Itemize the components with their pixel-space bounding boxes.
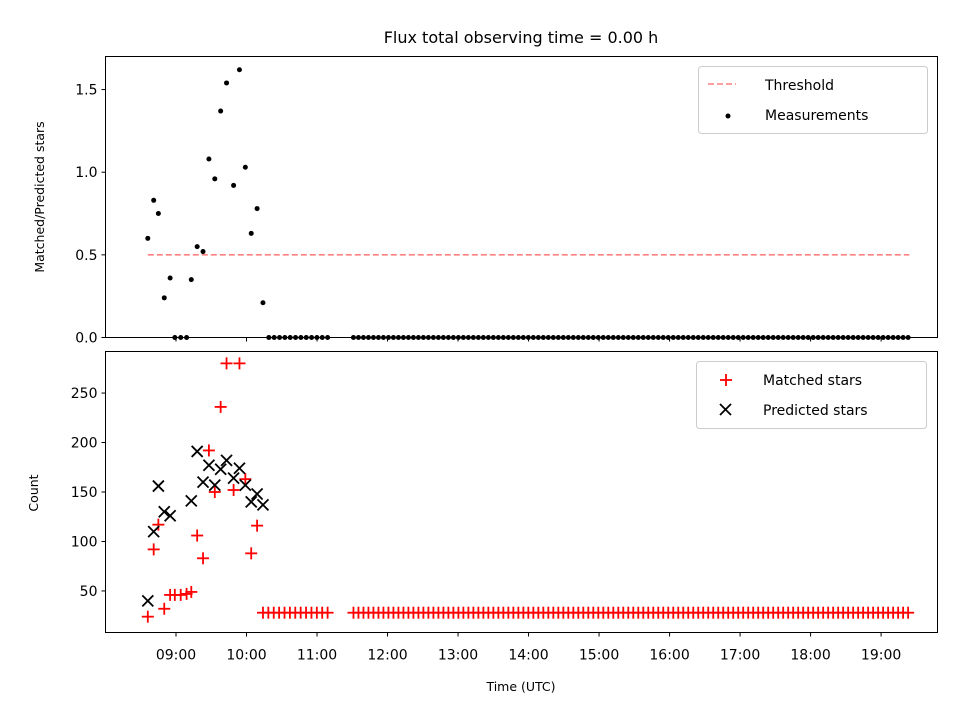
bottom-y-tick-label: 200 bbox=[71, 436, 98, 452]
measurement-point bbox=[224, 80, 230, 86]
bottom-y-tick-label: 100 bbox=[71, 534, 98, 550]
measurement-point bbox=[206, 156, 212, 162]
matched-star-point bbox=[321, 606, 334, 619]
top-legend: Threshold Measurements bbox=[698, 66, 928, 134]
matched-star-point bbox=[214, 400, 227, 413]
predicted-star-point bbox=[191, 445, 204, 458]
measurement-point bbox=[260, 300, 266, 306]
bottom-y-tick-label: 150 bbox=[71, 485, 98, 501]
figure-title: Flux total observing time = 0.00 h bbox=[384, 28, 659, 47]
matched-star-point bbox=[202, 444, 215, 457]
predicted-star-point bbox=[147, 525, 160, 538]
measurement-point bbox=[194, 244, 200, 250]
x-tick-label: 11:00 bbox=[297, 648, 337, 664]
predicted-legend-marker bbox=[719, 403, 732, 416]
matched-star-point bbox=[158, 602, 171, 615]
matched-star-point bbox=[208, 486, 221, 498]
top-y-tick-label: 1.5 bbox=[75, 83, 97, 99]
top-y-axis-label: Matched/Predicted stars bbox=[32, 121, 47, 272]
top-legend-box bbox=[698, 66, 928, 134]
matched-star-point bbox=[227, 484, 240, 497]
matched-star-point bbox=[185, 585, 198, 598]
top-x-ticks bbox=[175, 337, 882, 342]
measurement-point bbox=[200, 249, 206, 255]
measurement-point bbox=[231, 182, 237, 188]
measurement-point bbox=[161, 295, 167, 301]
predicted-star-point bbox=[196, 475, 210, 489]
predicted-star-point bbox=[141, 594, 154, 607]
matched-star-point bbox=[245, 547, 258, 560]
matched-star-point bbox=[141, 610, 154, 623]
predicted-star-point bbox=[214, 463, 227, 476]
top-y-ticks: 0.0 0.5 1.0 1.5 bbox=[75, 83, 106, 347]
x-tick-label: 14:00 bbox=[508, 648, 548, 664]
top-y-tick-label: 1.0 bbox=[75, 165, 97, 181]
x-tick-label: 09:00 bbox=[156, 648, 196, 664]
matched-star-point bbox=[220, 357, 233, 370]
matched-star-point bbox=[147, 543, 160, 556]
measurement-point bbox=[155, 211, 161, 217]
matched-star-point bbox=[191, 529, 204, 542]
x-tick-label: 18:00 bbox=[790, 648, 830, 664]
matched-star-point bbox=[152, 518, 165, 531]
measurement-point bbox=[218, 108, 224, 114]
x-tick-label: 12:00 bbox=[367, 648, 407, 664]
measurement-point bbox=[242, 164, 248, 170]
bottom-y-axis-label: Count bbox=[26, 474, 41, 511]
predicted-star-point bbox=[152, 479, 165, 493]
matched-star-point bbox=[239, 473, 252, 486]
predicted-star-point bbox=[239, 478, 252, 492]
matched-legend-marker bbox=[720, 374, 732, 386]
predicted-legend-label: Predicted stars bbox=[763, 403, 868, 419]
predicted-star-point bbox=[208, 478, 221, 492]
top-plot-frame bbox=[105, 56, 938, 338]
matched-star-point bbox=[197, 552, 210, 565]
bottom-legend-box bbox=[696, 361, 927, 429]
bottom-y-tick-label: 250 bbox=[71, 386, 98, 402]
predicted-star-point bbox=[227, 472, 240, 485]
measurement-point bbox=[254, 206, 260, 212]
predicted-star-point bbox=[185, 494, 198, 508]
x-tick-label: 10:00 bbox=[226, 648, 266, 664]
matched-star-point bbox=[902, 606, 915, 619]
threshold-legend-label: Threshold bbox=[764, 78, 834, 94]
measurement-point bbox=[248, 230, 254, 236]
bottom-plot-area bbox=[141, 357, 915, 623]
x-tick-label: 13:00 bbox=[438, 648, 478, 664]
bottom-panel: Count Time (UTC) 50 100 150 200 250 09:00 10:… bbox=[26, 351, 938, 694]
bottom-legend: Matched stars Predicted stars bbox=[696, 361, 927, 429]
measurement-point bbox=[145, 235, 151, 241]
top-panel: Matched/Predicted stars 0.0 0.5 1.0 1.5 Thr… bbox=[32, 56, 938, 347]
top-y-tick-label: 0.5 bbox=[75, 248, 97, 264]
predicted-star-point bbox=[256, 498, 270, 511]
predicted-star-point bbox=[158, 505, 171, 518]
measurements-legend-marker bbox=[725, 113, 731, 119]
matched-legend-label: Matched stars bbox=[763, 373, 862, 389]
measurements-legend-label: Measurements bbox=[765, 108, 868, 124]
measurement-point bbox=[236, 67, 242, 73]
measurement-point bbox=[212, 176, 218, 182]
measurement-point bbox=[188, 277, 194, 283]
x-tick-label: 15:00 bbox=[579, 648, 619, 664]
predicted-star-point bbox=[233, 462, 246, 475]
x-tick-label: 17:00 bbox=[720, 648, 760, 664]
predicted-star-point bbox=[245, 495, 258, 509]
matched-star-point bbox=[233, 357, 246, 370]
predicted-star-point bbox=[163, 509, 177, 522]
predicted-star-point bbox=[202, 459, 216, 472]
matched-star-point bbox=[174, 588, 187, 601]
x-tick-label: 16:00 bbox=[649, 648, 689, 664]
x-axis-label: Time (UTC) bbox=[485, 679, 555, 694]
bottom-y-ticks: 50 100 150 200 250 bbox=[71, 386, 106, 600]
bottom-y-tick-label: 50 bbox=[80, 584, 98, 600]
predicted-star-point bbox=[250, 487, 264, 501]
top-y-tick-label: 0.0 bbox=[75, 331, 97, 347]
predicted-star-point bbox=[220, 454, 233, 467]
matched-star-point bbox=[251, 519, 264, 532]
bottom-x-ticks: 09:00 10:00 11:00 12:00 13:00 14:00 15:00 16:00… bbox=[156, 632, 901, 664]
measurement-point bbox=[167, 275, 173, 281]
measurement-point bbox=[151, 197, 157, 203]
x-tick-label: 19:00 bbox=[861, 648, 901, 664]
